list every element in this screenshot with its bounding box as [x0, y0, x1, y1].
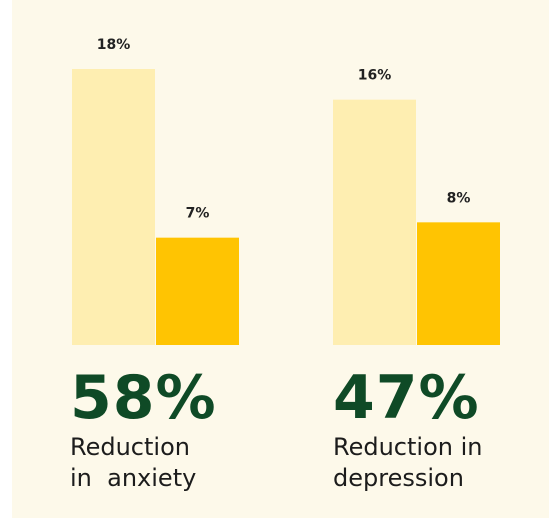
anxiety-bar-after — [156, 237, 239, 345]
depression-bar-before — [333, 99, 416, 346]
anxiety-caption-line1: Reduction — [70, 433, 190, 461]
depression-bar-before-label: 16% — [358, 68, 392, 84]
depression-bar-after — [417, 222, 500, 345]
depression-caption-line2: depression — [333, 464, 464, 492]
anxiety-bar-before-label: 18% — [97, 37, 131, 53]
anxiety-bar-before — [72, 69, 155, 345]
depression-reduction-stat: 47% — [333, 363, 480, 433]
depression-caption-line1: Reduction in — [333, 433, 483, 461]
anxiety-caption: Reduction in anxiety — [70, 432, 196, 494]
anxiety-bar-after-label: 7% — [186, 206, 210, 222]
depression-bar-after-label: 8% — [447, 190, 471, 206]
depression-caption: Reduction in depression — [333, 432, 482, 494]
anxiety-caption-line2: in anxiety — [70, 464, 197, 492]
anxiety-reduction-stat: 58% — [70, 363, 217, 433]
